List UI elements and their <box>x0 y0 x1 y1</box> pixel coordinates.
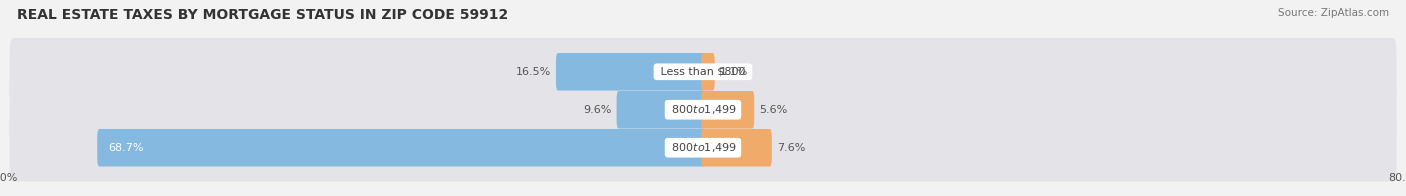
FancyBboxPatch shape <box>97 129 704 166</box>
FancyBboxPatch shape <box>617 91 704 129</box>
Text: 68.7%: 68.7% <box>108 143 143 153</box>
FancyBboxPatch shape <box>10 76 1396 143</box>
FancyBboxPatch shape <box>10 38 1396 106</box>
Text: 9.6%: 9.6% <box>583 105 612 115</box>
Text: Less than $800: Less than $800 <box>657 67 749 77</box>
Text: $800 to $1,499: $800 to $1,499 <box>668 141 738 154</box>
Text: 1.1%: 1.1% <box>720 67 748 77</box>
FancyBboxPatch shape <box>555 53 704 91</box>
FancyBboxPatch shape <box>10 114 1396 181</box>
Text: $800 to $1,499: $800 to $1,499 <box>668 103 738 116</box>
Text: 16.5%: 16.5% <box>516 67 551 77</box>
Text: Source: ZipAtlas.com: Source: ZipAtlas.com <box>1278 8 1389 18</box>
Text: 7.6%: 7.6% <box>778 143 806 153</box>
FancyBboxPatch shape <box>702 91 754 129</box>
FancyBboxPatch shape <box>702 53 714 91</box>
FancyBboxPatch shape <box>702 129 772 166</box>
Text: REAL ESTATE TAXES BY MORTGAGE STATUS IN ZIP CODE 59912: REAL ESTATE TAXES BY MORTGAGE STATUS IN … <box>17 8 508 22</box>
Text: 5.6%: 5.6% <box>759 105 787 115</box>
